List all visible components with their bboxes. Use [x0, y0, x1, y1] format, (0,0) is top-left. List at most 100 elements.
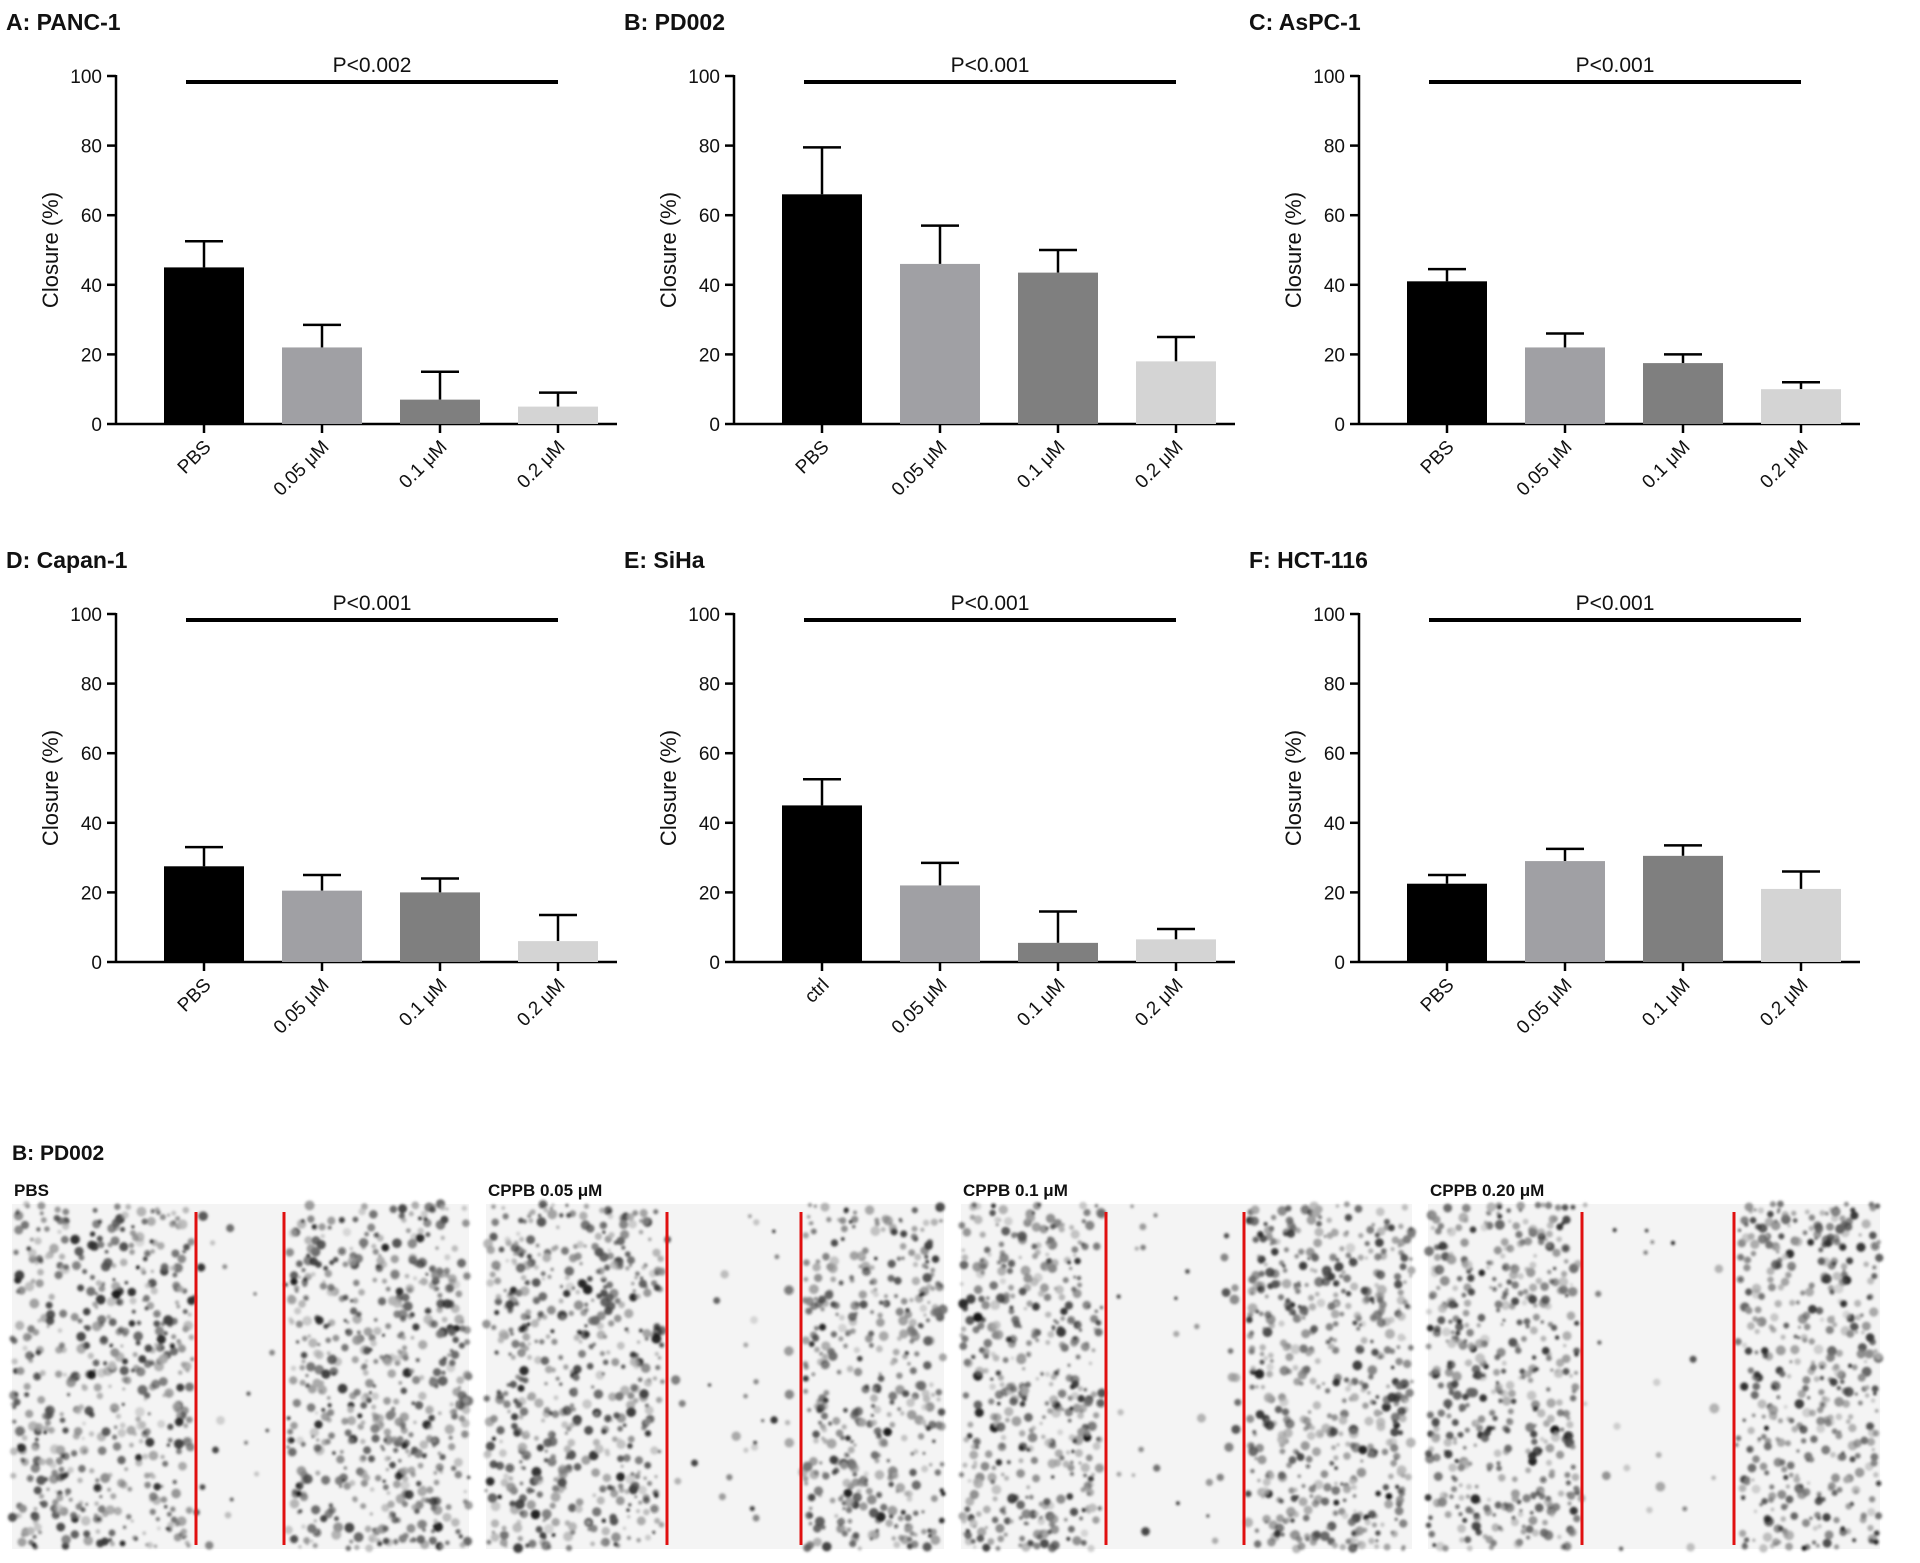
cell-speck: [1531, 1438, 1538, 1445]
cell-speck: [1789, 1360, 1793, 1364]
cell-speck: [1752, 1455, 1760, 1463]
cell-speck: [536, 1444, 544, 1452]
cell-speck: [1854, 1299, 1862, 1308]
bar: [518, 406, 598, 424]
cell-speck: [1872, 1265, 1877, 1270]
cell-speck: [1257, 1230, 1264, 1238]
y-tick-label: 100: [70, 605, 102, 626]
cell-speck: [1802, 1407, 1812, 1418]
cell-speck: [540, 1271, 546, 1277]
cell-speck: [397, 1349, 402, 1355]
cell-speck: [1506, 1208, 1511, 1213]
cell-speck: [1840, 1262, 1848, 1270]
bar: [782, 805, 862, 962]
cell-speck: [551, 1246, 557, 1252]
cell-speck: [1384, 1499, 1394, 1509]
cell-speck: [45, 1316, 55, 1325]
cell-speck: [966, 1433, 973, 1439]
cell-speck: [1866, 1295, 1872, 1301]
cell-speck: [620, 1385, 630, 1396]
cell-speck: [345, 1320, 350, 1325]
cell-speck: [1780, 1503, 1788, 1511]
cell-speck: [1404, 1473, 1412, 1481]
cell-speck: [1492, 1513, 1497, 1517]
cell-speck: [921, 1263, 927, 1269]
cell-speck: [328, 1506, 336, 1514]
cell-speck: [582, 1284, 593, 1295]
cell-speck: [1095, 1320, 1102, 1326]
cell-speck: [287, 1428, 294, 1435]
cell-speck: [616, 1439, 626, 1450]
cell-speck: [108, 1538, 113, 1543]
cell-speck: [606, 1281, 614, 1289]
cell-speck: [110, 1236, 120, 1246]
cell-speck: [828, 1263, 838, 1274]
cell-speck: [1451, 1335, 1455, 1340]
cell-speck: [450, 1465, 457, 1471]
cell-speck: [55, 1472, 65, 1482]
cell-speck: [1314, 1277, 1325, 1287]
cell-speck: [904, 1514, 912, 1522]
cell-speck: [1356, 1467, 1367, 1478]
cell-speck: [197, 1263, 206, 1272]
cell-speck: [1297, 1542, 1306, 1551]
cell-speck: [155, 1343, 165, 1352]
cell-speck: [81, 1436, 85, 1440]
cell-speck: [397, 1435, 404, 1443]
cell-speck: [630, 1383, 639, 1392]
cell-speck: [144, 1250, 151, 1257]
cell-speck: [749, 1506, 755, 1512]
cell-speck: [1333, 1280, 1340, 1287]
cell-speck: [1305, 1464, 1311, 1469]
cell-speck: [290, 1421, 298, 1430]
cell-speck: [1452, 1285, 1459, 1292]
cell-speck: [154, 1326, 165, 1336]
cell-speck: [527, 1392, 537, 1401]
cell-speck: [563, 1364, 569, 1370]
cell-speck: [1087, 1305, 1091, 1309]
cell-speck: [382, 1537, 390, 1545]
cell-speck: [1288, 1456, 1297, 1464]
cell-speck: [1741, 1233, 1752, 1243]
cell-speck: [572, 1374, 580, 1381]
cell-speck: [369, 1210, 378, 1219]
cell-speck: [322, 1280, 326, 1284]
cell-speck: [1555, 1358, 1565, 1367]
cell-speck: [1364, 1240, 1370, 1247]
cell-speck: [1073, 1275, 1077, 1279]
cell-speck: [1264, 1420, 1275, 1431]
cell-speck: [1343, 1274, 1352, 1283]
cell-speck: [392, 1480, 401, 1489]
bar: [1643, 363, 1723, 424]
cell-speck: [1302, 1416, 1311, 1425]
cell-speck: [499, 1538, 508, 1547]
cell-speck: [883, 1427, 892, 1437]
cell-speck: [1034, 1511, 1040, 1516]
cell-speck: [381, 1243, 390, 1252]
cell-speck: [71, 1261, 81, 1271]
cell-speck: [1301, 1483, 1306, 1489]
cell-speck: [1371, 1348, 1379, 1357]
cell-speck: [1265, 1233, 1273, 1241]
cell-speck: [1279, 1397, 1289, 1407]
cell-speck: [457, 1258, 466, 1268]
cell-speck: [1224, 1442, 1234, 1452]
cell-speck: [1446, 1227, 1457, 1237]
cell-speck: [1566, 1311, 1576, 1321]
cell-speck: [961, 1326, 967, 1332]
cell-speck: [112, 1409, 116, 1413]
cell-speck: [22, 1345, 28, 1351]
cell-speck: [1554, 1204, 1562, 1211]
cell-speck: [813, 1470, 820, 1476]
cell-speck: [153, 1320, 161, 1327]
cell-speck: [78, 1464, 86, 1473]
cell-speck: [1743, 1256, 1751, 1264]
cell-speck: [144, 1481, 151, 1489]
cell-speck: [1803, 1323, 1811, 1331]
cell-speck: [991, 1331, 1000, 1340]
cell-speck: [1026, 1485, 1031, 1490]
cell-speck: [895, 1489, 900, 1494]
cell-speck: [827, 1421, 833, 1426]
cell-speck: [381, 1278, 388, 1284]
cell-speck: [1405, 1388, 1414, 1398]
